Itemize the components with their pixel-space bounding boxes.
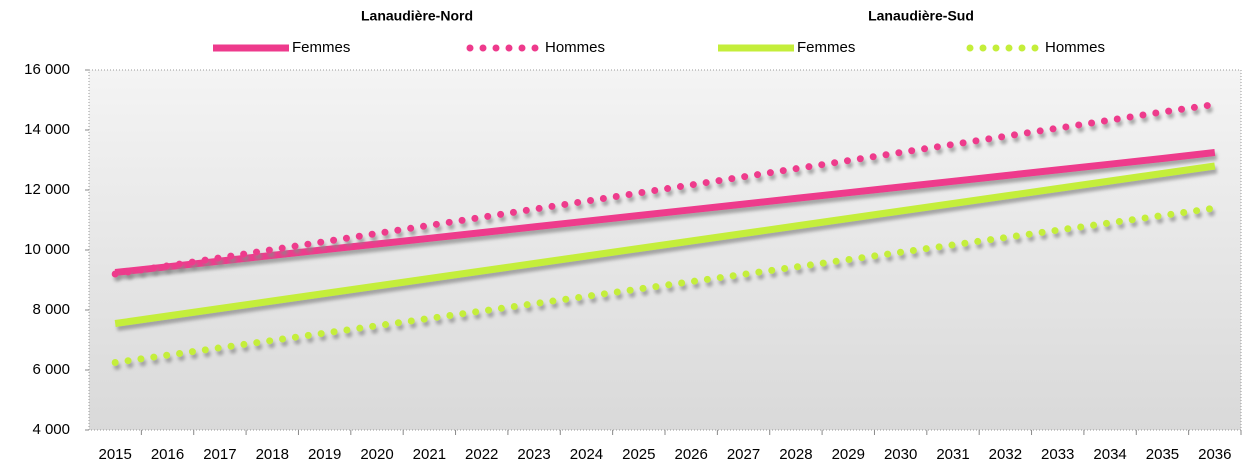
series-line [111,204,1219,366]
plot-area [88,69,1242,431]
x-tick-label: 2032 [989,446,1022,463]
legend-label: Hommes [1045,39,1105,56]
x-tick-label: 2031 [936,446,969,463]
x-tick-label: 2020 [360,446,393,463]
legend-label: Hommes [545,39,605,56]
y-tick-label: 10 000 [24,241,70,258]
series-line [111,101,1219,278]
x-tick-label: 2024 [570,446,603,463]
y-tick-label: 16 000 [24,61,70,78]
x-tick-label: 2027 [727,446,760,463]
x-tick-label: 2018 [256,446,289,463]
y-tick-label: 8 000 [32,301,70,318]
x-tick-label: 2015 [98,446,131,463]
y-tick-label: 6 000 [32,361,70,378]
x-tick-label: 2029 [832,446,865,463]
x-tick-label: 2028 [779,446,812,463]
x-tick-label: 2022 [465,446,498,463]
x-tick-label: 2019 [308,446,341,463]
x-tick-label: 2023 [517,446,550,463]
x-tick-label: 2030 [884,446,917,463]
x-tick-label: 2026 [674,446,707,463]
y-tick-label: 14 000 [24,121,70,138]
legend-group-title: Lanaudière-Nord [361,8,473,24]
series-line [114,149,1216,276]
legend-label: Femmes [797,39,855,56]
x-tick-label: 2025 [622,446,655,463]
x-tick-label: 2021 [413,446,446,463]
x-tick-label: 2035 [1146,446,1179,463]
legend-label: Femmes [292,39,350,56]
x-tick-label: 2016 [151,446,184,463]
series-line [114,162,1216,327]
y-tick-label: 12 000 [24,181,70,198]
legend-group-title: Lanaudière-Sud [868,8,974,24]
y-tick-label: 4 000 [32,421,70,438]
x-tick-label: 2034 [1093,446,1126,463]
x-tick-label: 2017 [203,446,236,463]
x-tick-label: 2033 [1041,446,1074,463]
x-tick-label: 2036 [1198,446,1231,463]
